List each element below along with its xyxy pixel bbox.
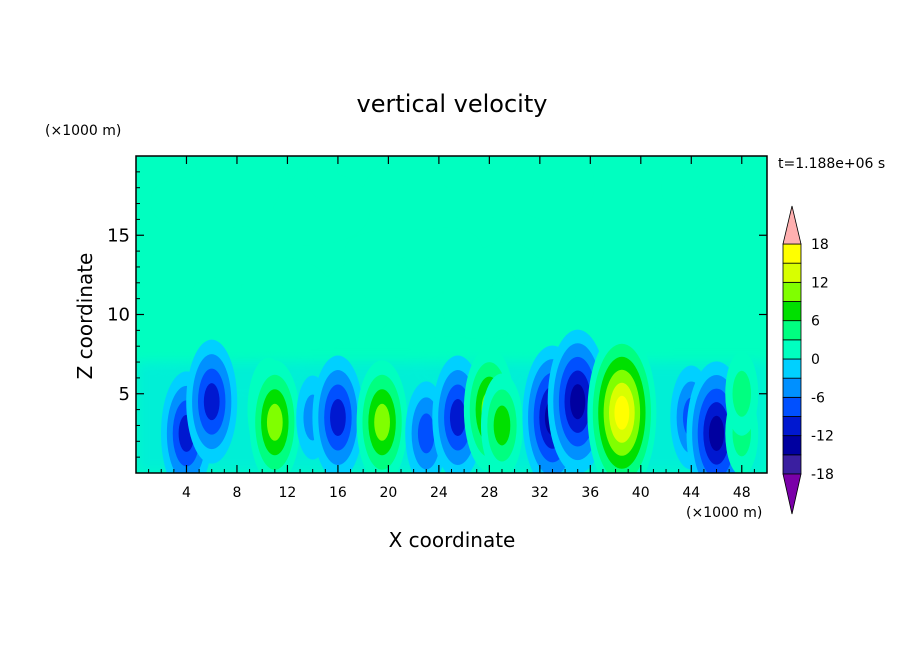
colorbar-tick-label: 0: [811, 352, 820, 368]
svg-text:5: 5: [119, 384, 130, 405]
svg-text:32: 32: [531, 485, 549, 501]
colorbar-tick-label: -12: [811, 429, 834, 445]
field-patch: [482, 256, 529, 304]
colorbar-box: [782, 454, 802, 475]
colorbar-tick-label: 18: [811, 237, 829, 253]
y-axis-ticks: 5 10 15: [107, 171, 767, 458]
field-patch: [357, 243, 445, 269]
colorbar-box: [782, 281, 802, 302]
field-patch: [136, 324, 197, 363]
field-patch: [256, 315, 349, 336]
x-unit-label: (×1000 m): [686, 505, 762, 521]
svg-text:40: 40: [632, 485, 650, 501]
field-patch: [703, 289, 767, 322]
velocity-cell: [480, 373, 523, 473]
x-tick: 32: [531, 156, 549, 501]
y-tick: 5: [119, 384, 767, 405]
field-patch: [674, 168, 767, 206]
x-axis-ticks: 4 8 12 16 20 24 28 32 36 40 44 48: [148, 156, 755, 501]
field-patch: [425, 183, 525, 204]
svg-text:24: 24: [430, 485, 448, 501]
x-tick: 8: [232, 156, 241, 501]
colorbar-box: [782, 339, 802, 360]
x-tick: 24: [430, 156, 448, 501]
y-unit-label: (×1000 m): [45, 123, 121, 139]
colorbar-tick-label: -6: [811, 390, 825, 406]
field-patch: [207, 156, 280, 171]
velocity-cells: [160, 329, 759, 473]
colorbar-box: [782, 320, 802, 341]
velocity-cell: [587, 330, 657, 473]
colorbar-box: [782, 358, 802, 379]
field-patch: [335, 277, 381, 324]
colorbar-box: [782, 416, 802, 437]
svg-text:8: 8: [232, 485, 241, 501]
colorbar-box: [782, 435, 802, 456]
field-patch: [186, 318, 258, 338]
x-tick: 12: [279, 156, 297, 501]
colorbar: 18 12 6 0 -6 -12 -18: [782, 205, 834, 515]
svg-text:15: 15: [107, 225, 130, 246]
colorbar-box: [782, 301, 802, 322]
chart-title: vertical velocity: [357, 90, 548, 118]
field-patch: [163, 189, 267, 215]
velocity-cell: [249, 360, 301, 473]
x-tick: 36: [581, 156, 599, 501]
svg-text:4: 4: [182, 485, 191, 501]
x-tick: 40: [632, 156, 650, 501]
colorbar-extend-min: [782, 473, 802, 515]
field-patch: [256, 184, 357, 232]
velocity-cell: [312, 355, 364, 473]
svg-text:12: 12: [279, 485, 297, 501]
colorbar-tick-label: 6: [811, 314, 820, 330]
x-tick: 48: [733, 156, 751, 501]
field-patch: [148, 286, 205, 312]
y-tick: 15: [107, 225, 767, 246]
y-axis-label: Z coordinate: [73, 253, 97, 380]
colorbar-tick-label: -18: [811, 467, 834, 483]
x-tick: 16: [329, 156, 347, 501]
colorbar-box: [782, 396, 802, 417]
field-patch: [227, 270, 316, 311]
colorbar-tick-label: 12: [811, 275, 829, 291]
svg-text:48: 48: [733, 485, 751, 501]
velocity-cell: [186, 339, 238, 464]
svg-text:10: 10: [107, 305, 130, 326]
x-tick: 4: [182, 156, 191, 501]
field-patch: [284, 156, 325, 180]
svg-text:44: 44: [682, 485, 700, 501]
svg-text:20: 20: [379, 485, 397, 501]
x-tick: 44: [682, 156, 700, 501]
svg-text:28: 28: [480, 485, 498, 501]
svg-text:36: 36: [581, 485, 599, 501]
velocity-cell: [356, 360, 408, 473]
colorbar-box: [782, 243, 802, 264]
time-label: t=1.188e+06 s: [778, 156, 885, 172]
colorbar-extend-max: [782, 205, 802, 245]
x-tick: 20: [379, 156, 397, 501]
velocity-cell: [725, 351, 759, 436]
x-axis-label: X coordinate: [389, 528, 516, 552]
colorbar-box: [782, 262, 802, 283]
x-tick: 28: [480, 156, 498, 501]
svg-text:16: 16: [329, 485, 347, 501]
colorbar-box: [782, 377, 802, 398]
y-tick: 10: [107, 305, 767, 326]
field-patch: [524, 163, 581, 207]
